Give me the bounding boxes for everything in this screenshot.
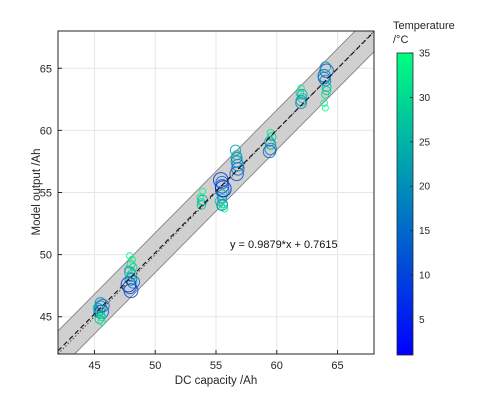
data-point [297, 93, 308, 104]
data-point [214, 180, 232, 198]
data-point [97, 312, 107, 322]
data-point [231, 150, 242, 161]
data-point [97, 317, 106, 326]
x-axis-title: DC capacity /Ah [175, 375, 257, 387]
data-point [216, 189, 228, 201]
data-point [297, 84, 305, 92]
data-point [94, 314, 105, 325]
y-tick-label: 50 [40, 250, 52, 262]
x-tick-label: 50 [149, 360, 161, 372]
data-point [319, 63, 334, 78]
data-point [199, 187, 207, 195]
data-point [214, 196, 225, 207]
colorbar-tick-label: 5 [419, 315, 425, 326]
data-point [295, 97, 307, 109]
y-tick-label: 55 [40, 188, 52, 200]
y-axis-ticks: 45 50 55 60 65 [40, 63, 62, 324]
data-point [320, 99, 328, 107]
colorbar-title-line1: Temperature [393, 20, 455, 32]
y-axis-title: Model output /Ah [31, 149, 43, 236]
data-point [128, 255, 136, 264]
fit-equation-label: y = 0.9879*x + 0.7615 [230, 239, 338, 251]
colorbar-tick-label: 15 [419, 226, 431, 237]
data-point [264, 142, 277, 156]
x-tick-label: 55 [210, 360, 222, 372]
data-point [216, 199, 228, 211]
data-point [125, 271, 136, 282]
data-point [126, 252, 134, 260]
colorbar-tick-label: 10 [419, 271, 431, 282]
x-axis-ticks: 45 50 55 60 65 [88, 350, 344, 372]
y-tick-label: 60 [40, 125, 52, 137]
data-point [295, 88, 305, 98]
data-point [231, 162, 245, 176]
data-point [126, 259, 136, 270]
data-point [96, 298, 110, 313]
fit-line [58, 31, 374, 352]
colorbar-title-line2: /°C [393, 34, 408, 46]
data-point [322, 86, 332, 96]
data-point [321, 81, 332, 92]
colorbar-ticks: 5 10 15 20 25 30 35 [410, 49, 431, 326]
data-point [262, 144, 277, 159]
data-point [296, 89, 308, 100]
colorbar-tick-label: 30 [419, 93, 431, 104]
x-tick-label: 65 [331, 360, 343, 372]
colorbar-tick-label: 25 [419, 137, 431, 148]
data-point [220, 204, 229, 213]
y-tick-label: 65 [40, 63, 52, 75]
x-tick-label: 60 [271, 360, 283, 372]
data-point [129, 262, 138, 272]
reference-lines [58, 31, 374, 354]
data-point [267, 131, 277, 142]
data-points [92, 61, 334, 326]
data-point [317, 71, 331, 85]
data-point [216, 193, 228, 204]
data-point [321, 104, 329, 112]
y-tick-label: 45 [40, 312, 52, 324]
data-point [265, 138, 277, 150]
colorbar-tick-label: 20 [419, 182, 431, 193]
colorbar [396, 52, 414, 356]
data-point [229, 144, 242, 156]
data-point [196, 200, 207, 210]
colorbar-tick-label: 35 [419, 49, 431, 60]
data-point [124, 273, 138, 286]
data-point [120, 276, 137, 293]
data-point [230, 155, 243, 168]
x-tick-label: 45 [88, 360, 100, 372]
